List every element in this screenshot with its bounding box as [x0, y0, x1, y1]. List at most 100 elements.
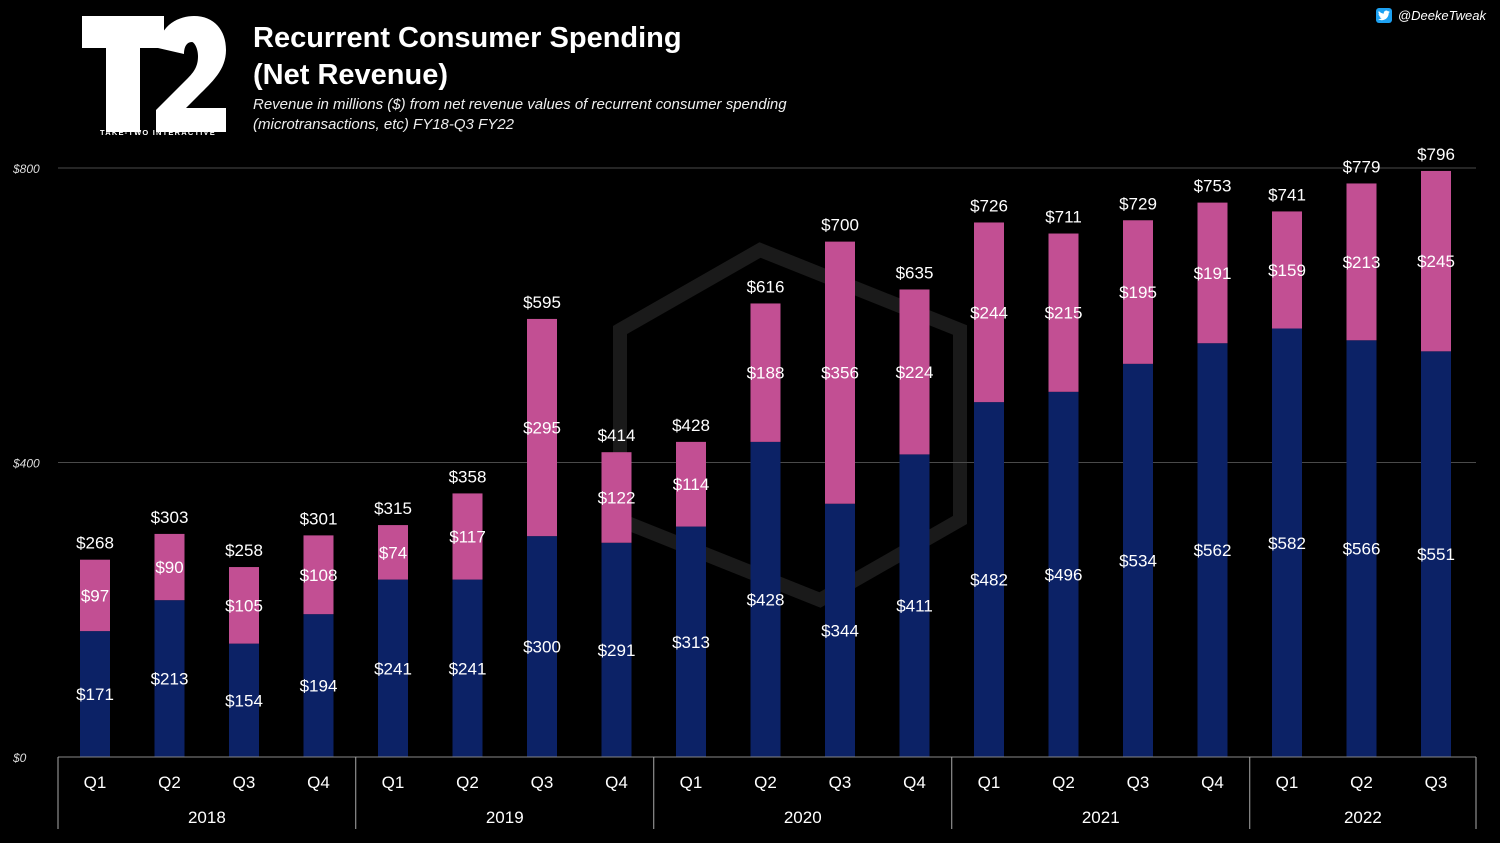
bottom-value-label: $582 — [1268, 534, 1306, 553]
top-value-label: $195 — [1119, 283, 1157, 302]
bottom-value-label: $344 — [821, 621, 859, 640]
bar-top-segment — [303, 535, 334, 615]
bottom-value-label: $241 — [374, 659, 412, 678]
y-tick-label: $400 — [12, 457, 40, 471]
bottom-value-label: $241 — [449, 659, 487, 678]
x-tick-label: Q2 — [1350, 773, 1373, 792]
total-value-label: $301 — [300, 509, 338, 528]
chart-title: Recurrent Consumer Spending (Net Revenue… — [253, 20, 682, 94]
bottom-value-label: $213 — [151, 670, 189, 689]
bar-top-segment — [452, 493, 483, 580]
y-tick-label: $0 — [12, 751, 27, 765]
year-group-label: 2019 — [486, 808, 524, 827]
total-value-label: $729 — [1119, 194, 1157, 213]
bar-top-segment — [154, 533, 185, 601]
total-value-label: $315 — [374, 499, 412, 518]
x-tick-label: Q4 — [307, 773, 330, 792]
bottom-value-label: $428 — [747, 590, 785, 609]
total-value-label: $414 — [598, 426, 636, 445]
bar-top-segment — [1048, 233, 1079, 392]
top-value-label: $159 — [1268, 261, 1306, 280]
bar-bottom-segment — [1272, 328, 1302, 757]
x-tick-label: Q4 — [605, 773, 628, 792]
top-value-label: $74 — [379, 543, 407, 562]
top-value-label: $188 — [747, 364, 785, 383]
chart-subtitle: Revenue in millions ($) from net revenue… — [253, 96, 787, 133]
x-tick-label: Q4 — [903, 773, 926, 792]
top-value-label: $356 — [821, 364, 859, 383]
x-tick-label: Q3 — [829, 773, 852, 792]
top-value-label: $245 — [1417, 252, 1455, 271]
top-value-label: $108 — [300, 566, 338, 585]
bar-bottom-segment — [303, 614, 334, 757]
bar-top-segment — [974, 222, 1004, 403]
bar-top-segment — [825, 241, 855, 504]
bar-top-segment — [1272, 211, 1302, 329]
top-value-label: $105 — [225, 596, 263, 615]
bar-bottom-segment — [974, 402, 1004, 757]
bar-top-segment — [1346, 183, 1377, 341]
bar-bottom-segment — [1123, 363, 1153, 757]
total-value-label: $268 — [76, 534, 114, 553]
top-value-label: $224 — [896, 363, 934, 382]
bar-top-segment — [1123, 220, 1153, 364]
total-value-label: $726 — [970, 196, 1008, 215]
year-group-label: 2018 — [188, 808, 226, 827]
x-tick-label: Q4 — [1201, 773, 1224, 792]
x-tick-label: Q1 — [680, 773, 703, 792]
x-tick-label: Q3 — [1425, 773, 1448, 792]
total-value-label: $635 — [896, 263, 934, 282]
top-value-label: $215 — [1045, 304, 1083, 323]
bottom-value-label: $482 — [970, 571, 1008, 590]
bottom-value-label: $154 — [225, 691, 263, 710]
x-tick-label: Q3 — [233, 773, 256, 792]
bar-top-segment — [676, 441, 706, 527]
x-tick-label: Q2 — [754, 773, 777, 792]
bar-top-segment — [1197, 202, 1228, 344]
bar-bottom-segment — [1197, 343, 1228, 757]
bar-top-segment — [527, 318, 557, 537]
credit-handle: @DeekeTweak — [1397, 8, 1486, 23]
bar-top-segment — [80, 559, 110, 632]
x-tick-label: Q3 — [531, 773, 554, 792]
year-group-label: 2021 — [1082, 808, 1120, 827]
bar-top-segment — [378, 525, 408, 580]
x-tick-label: Q3 — [1127, 773, 1150, 792]
bottom-value-label: $291 — [598, 641, 636, 660]
bottom-value-label: $194 — [300, 677, 338, 696]
bar-bottom-segment — [676, 526, 706, 757]
year-group-label: 2020 — [784, 808, 822, 827]
bottom-value-label: $300 — [523, 638, 561, 657]
bar-bottom-segment — [229, 643, 259, 757]
bar-bottom-segment — [527, 536, 557, 757]
total-value-label: $428 — [672, 416, 710, 435]
bar-bottom-segment — [601, 542, 632, 757]
total-value-label: $753 — [1194, 177, 1232, 196]
logo-caption: TAKE-TWO INTERACTIVE — [100, 128, 216, 137]
bar-bottom-segment — [825, 503, 855, 757]
total-value-label: $616 — [747, 277, 785, 296]
top-value-label: $114 — [673, 475, 710, 494]
total-value-label: $303 — [151, 508, 189, 527]
x-tick-label: Q1 — [382, 773, 405, 792]
total-value-label: $779 — [1343, 157, 1381, 176]
total-value-label: $358 — [449, 467, 487, 486]
total-value-label: $711 — [1045, 208, 1082, 227]
chart-title-line2: (Net Revenue) — [253, 59, 448, 91]
bar-bottom-segment — [899, 454, 930, 757]
bottom-value-label: $534 — [1119, 551, 1157, 570]
x-tick-label: Q1 — [978, 773, 1001, 792]
bar-top-segment — [229, 567, 259, 644]
top-value-label: $191 — [1194, 264, 1232, 283]
total-value-label: $700 — [821, 216, 859, 235]
top-value-label: $90 — [155, 558, 183, 577]
bar-top-segment — [1421, 170, 1451, 352]
author-credit: @DeekeTweak — [1375, 8, 1486, 23]
top-value-label: $213 — [1343, 253, 1381, 272]
x-tick-label: Q1 — [84, 773, 107, 792]
bottom-value-label: $566 — [1343, 540, 1381, 559]
bar-bottom-segment — [80, 631, 110, 757]
bar-top-segment — [750, 303, 781, 442]
bar-bottom-segment — [1346, 340, 1377, 757]
